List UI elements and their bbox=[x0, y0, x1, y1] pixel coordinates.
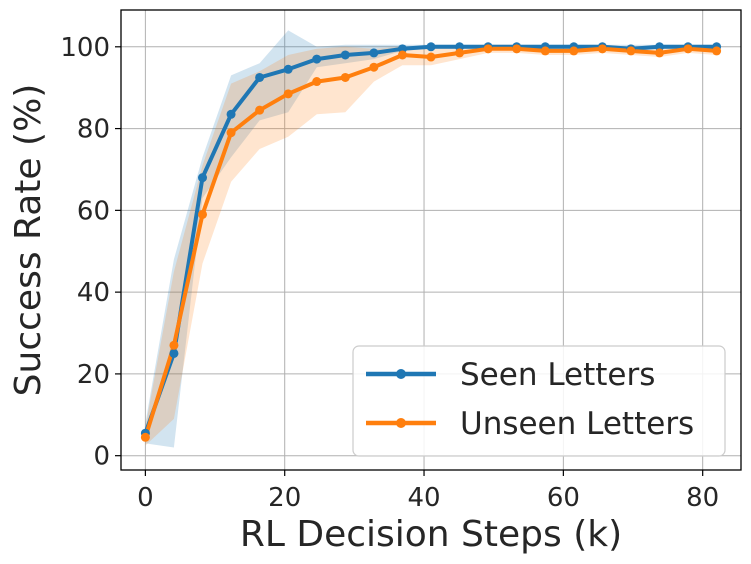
point-seen-letters bbox=[169, 348, 179, 358]
point-unseen-letters bbox=[255, 105, 265, 115]
point-seen-letters bbox=[426, 42, 436, 52]
x-tick-label: 60 bbox=[547, 483, 580, 513]
point-unseen-letters bbox=[426, 52, 436, 62]
point-unseen-letters bbox=[140, 432, 150, 442]
x-tick-label: 20 bbox=[268, 483, 301, 513]
point-unseen-letters bbox=[683, 44, 693, 54]
point-unseen-letters bbox=[283, 89, 293, 99]
point-unseen-letters bbox=[569, 46, 579, 56]
point-unseen-letters bbox=[483, 44, 493, 54]
point-unseen-letters bbox=[626, 46, 636, 56]
y-tick-label: 80 bbox=[77, 115, 110, 145]
point-seen-letters bbox=[369, 48, 379, 58]
legend-box bbox=[352, 345, 726, 457]
point-unseen-letters bbox=[397, 50, 407, 60]
point-unseen-letters bbox=[654, 48, 664, 58]
x-tick-label: 80 bbox=[686, 483, 719, 513]
point-unseen-letters bbox=[340, 72, 350, 82]
x-tick-label: 0 bbox=[137, 483, 154, 513]
point-unseen-letters bbox=[169, 340, 179, 350]
y-tick-label: 100 bbox=[60, 33, 110, 63]
y-tick-label: 60 bbox=[77, 196, 110, 226]
y-tick-label: 40 bbox=[77, 278, 110, 308]
point-seen-letters bbox=[340, 50, 350, 60]
point-unseen-letters bbox=[369, 62, 379, 72]
point-unseen-letters bbox=[226, 128, 236, 138]
legend-marker-unseen bbox=[396, 418, 406, 428]
y-tick-label: 0 bbox=[93, 442, 110, 472]
point-unseen-letters bbox=[512, 44, 522, 54]
point-unseen-letters bbox=[712, 46, 722, 56]
point-seen-letters bbox=[226, 109, 236, 119]
legend: Seen Letters Unseen Letters bbox=[352, 345, 726, 457]
point-unseen-letters bbox=[455, 48, 465, 58]
legend-marker-seen bbox=[396, 369, 406, 379]
x-axis-ticks: 0 20 40 60 80 bbox=[137, 470, 719, 513]
series-points bbox=[140, 42, 722, 442]
legend-label-unseen: Unseen Letters bbox=[460, 406, 694, 442]
point-unseen-letters bbox=[597, 44, 607, 54]
point-seen-letters bbox=[283, 64, 293, 74]
legend-label-seen: Seen Letters bbox=[460, 357, 655, 393]
x-tick-label: 40 bbox=[407, 483, 440, 513]
point-unseen-letters bbox=[312, 77, 322, 87]
plot-frame bbox=[120, 9, 742, 471]
point-seen-letters bbox=[312, 54, 322, 64]
y-axis-title: Success Rate (%) bbox=[8, 84, 49, 397]
y-axis-ticks: 0 20 40 60 80 100 bbox=[60, 33, 121, 472]
point-seen-letters bbox=[255, 72, 265, 82]
point-unseen-letters bbox=[540, 46, 550, 56]
y-tick-label: 20 bbox=[77, 360, 110, 390]
point-unseen-letters bbox=[198, 209, 208, 219]
point-seen-letters bbox=[198, 173, 208, 183]
x-axis-title: RL Decision Steps (k) bbox=[240, 514, 622, 555]
